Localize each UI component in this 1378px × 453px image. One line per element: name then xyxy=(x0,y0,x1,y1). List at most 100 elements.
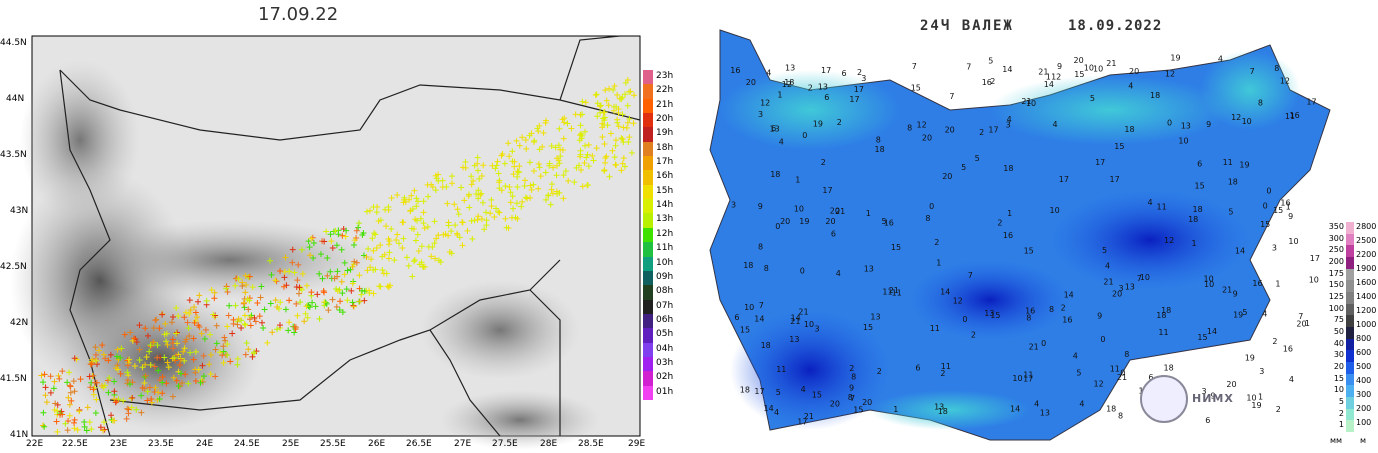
lightning-cross xyxy=(411,256,418,263)
precip-value: 20 xyxy=(1112,289,1122,298)
lightning-cross xyxy=(238,325,245,332)
legend-swatch xyxy=(643,242,653,257)
precip-value: 19 xyxy=(1233,311,1243,320)
precip-value: 8 xyxy=(1026,313,1031,322)
lon-label: 29E xyxy=(628,439,646,449)
lightning-cross xyxy=(363,208,370,215)
elevation-legend-label: 1600 xyxy=(1356,278,1377,287)
lightning-cross xyxy=(476,175,483,182)
lightning-cross xyxy=(238,317,245,324)
lightning-cross xyxy=(607,130,614,137)
lightning-cross xyxy=(47,389,54,396)
precip-value: 7 xyxy=(966,63,971,72)
lightning-cross xyxy=(129,337,136,344)
lightning-cross xyxy=(577,122,584,129)
lightning-cross xyxy=(295,290,302,297)
lightning-cross xyxy=(429,184,436,191)
lightning-cross xyxy=(164,341,171,348)
lightning-cross xyxy=(432,255,439,262)
lightning-map-panel: 17.09.22 44.5N 44N 43.5N 43N 42.5N 42N 4… xyxy=(0,0,680,453)
lightning-cross xyxy=(475,213,482,220)
lightning-cross xyxy=(240,299,247,306)
lightning-cross xyxy=(577,151,584,158)
legend-label: 05h xyxy=(656,329,674,340)
precip-value: 13 xyxy=(864,265,874,274)
precip-legend-label: 20 xyxy=(1333,362,1344,371)
precip-value: 17 xyxy=(854,85,864,94)
precip-value: 11 xyxy=(1285,112,1295,121)
precip-value: 4 xyxy=(801,385,806,394)
lightning-cross xyxy=(431,240,438,247)
lightning-cross xyxy=(198,330,205,337)
lightning-cross xyxy=(507,199,514,206)
lightning-cross xyxy=(235,315,242,322)
precip-value: 15 xyxy=(1260,220,1270,229)
precip-value: 9 xyxy=(1097,311,1102,320)
precip-value: 0 xyxy=(802,131,807,140)
precip-legend-label: 30 xyxy=(1333,350,1344,360)
precip-value: 7 xyxy=(1298,312,1303,321)
precip-value: 15 xyxy=(1024,247,1034,256)
lightning-cross xyxy=(386,249,393,256)
lightning-cross xyxy=(364,267,371,274)
lightning-cross xyxy=(266,257,273,264)
lightning-cross xyxy=(321,289,328,296)
precip-value: 9 xyxy=(1057,62,1062,71)
precip-value: 4 xyxy=(1289,375,1294,384)
lightning-cross xyxy=(470,177,477,184)
precip-value: 17 xyxy=(821,66,831,75)
precip-value: 19 xyxy=(813,119,823,128)
lightning-cross xyxy=(545,192,552,199)
precip-value: 9 xyxy=(1211,391,1216,400)
lightning-cross xyxy=(281,274,288,281)
precip-value: 11 xyxy=(1023,371,1033,380)
precip-value: 21 xyxy=(835,207,845,216)
lightning-cross xyxy=(385,204,392,211)
lightning-cross xyxy=(294,312,301,319)
lightning-cross xyxy=(257,294,264,301)
precip-value: 20 xyxy=(1226,380,1236,389)
lightning-cross xyxy=(42,384,49,391)
lightning-cross xyxy=(403,254,410,261)
lon-label: 26.5E xyxy=(406,439,432,449)
lon-label: 26E xyxy=(368,439,386,449)
precip-value: 14 xyxy=(791,313,801,322)
precip-value: 18 xyxy=(1228,178,1238,187)
lightning-cross xyxy=(71,355,78,362)
lightning-cross xyxy=(437,259,444,266)
precip-value: 17 xyxy=(754,387,764,396)
lightning-cross xyxy=(459,242,466,249)
lightning-cross xyxy=(483,209,490,216)
legend-swatch xyxy=(643,98,653,114)
lightning-cross xyxy=(481,226,488,233)
lightning-cross xyxy=(373,209,380,216)
precip-value: 18 xyxy=(770,170,780,179)
lightning-cross xyxy=(339,232,346,239)
lightning-cross xyxy=(242,289,249,296)
precip-value: 1 xyxy=(1275,280,1280,289)
precip-legend-swatch xyxy=(1346,385,1354,397)
lightning-cross xyxy=(333,242,340,249)
precip-value: 14 xyxy=(764,404,774,413)
precip-value: 20 xyxy=(1296,320,1306,329)
lightning-cross xyxy=(502,215,509,222)
lightning-cross xyxy=(560,135,567,142)
lightning-cross xyxy=(98,382,105,389)
precip-value: 11 xyxy=(1158,328,1168,337)
precip-value: 14 xyxy=(754,315,764,324)
lightning-cross xyxy=(521,182,528,189)
precip-value: 10 xyxy=(1246,394,1256,403)
lightning-cross xyxy=(324,254,331,261)
precip-legend-swatch xyxy=(1346,350,1354,362)
lightning-cross xyxy=(451,201,458,208)
precip-value: 15 xyxy=(853,406,863,415)
precip-value: 20 xyxy=(862,398,872,407)
precip-value: 8 xyxy=(1274,64,1279,73)
lat-label: 44.5N xyxy=(0,38,27,48)
lightning-cross xyxy=(239,283,246,290)
lightning-cross xyxy=(251,349,258,356)
lightning-cross xyxy=(432,172,439,179)
lightning-cross xyxy=(553,172,560,179)
precip-legend-swatch xyxy=(1346,245,1354,257)
lightning-cross xyxy=(213,340,220,347)
